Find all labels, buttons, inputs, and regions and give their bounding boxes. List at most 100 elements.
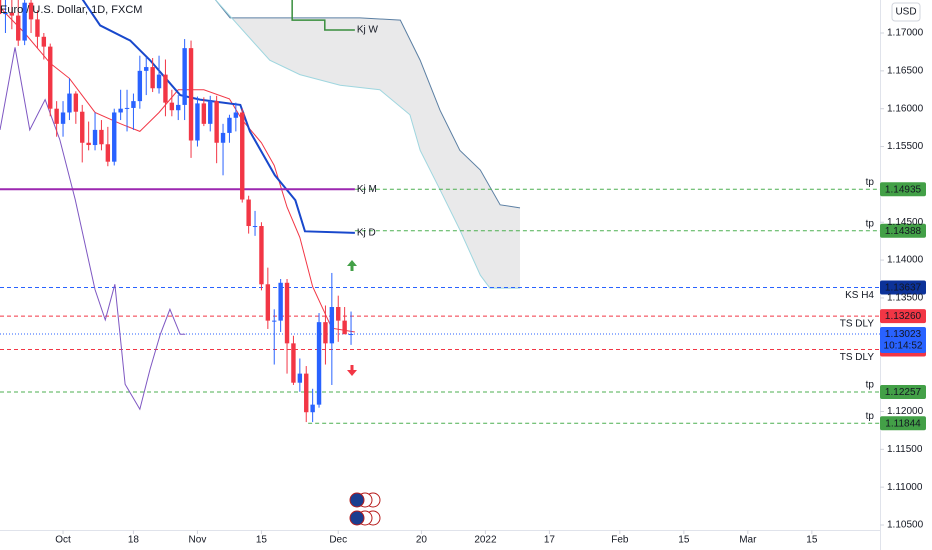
level-tag: tp [866,411,875,422]
x-tick-label: Oct [55,535,71,546]
level-label: 1.12257 [885,387,922,398]
candle-body [323,322,328,344]
level-tag: TS DLY [840,352,875,363]
x-tick-label: 20 [416,535,428,546]
candle-body [188,48,194,141]
candle-body [144,67,149,71]
candle-body [124,107,130,109]
candle-body [16,15,21,41]
cloud-span-a [214,0,521,209]
candle-body [259,226,264,285]
y-tick-label: 1.12000 [887,406,924,417]
candle-body [28,2,34,20]
candle-body [80,111,85,143]
x-tick-label: Nov [189,535,207,546]
last-price-box [880,327,926,354]
candle-body [112,112,117,162]
level-box [880,416,926,431]
indicator-kj-d [81,0,355,234]
y-tick-label: 1.16000 [887,103,924,114]
candle-body [169,102,175,111]
candle-body [316,322,322,405]
candle-body [150,67,155,89]
x-tick-label: 17 [544,535,556,546]
candle-body [284,282,290,344]
y-tick-label: 1.16500 [887,65,924,76]
level-tag: tp [866,177,875,188]
candle-body [310,404,315,413]
candle-body [131,101,136,108]
event-icons[interactable] [349,492,381,526]
candle-body [233,112,239,118]
y-tick-label: 1.15500 [887,141,924,152]
x-tick-label: Dec [329,535,347,546]
y-tick-label: 1.10500 [887,520,924,531]
level-label: 1.11844 [885,418,921,429]
candle-body [156,74,162,89]
level-box [880,182,926,197]
chart-title: Euro / U.S. Dollar, 1D, FXCM [0,4,142,16]
y-tick-label: 1.17000 [887,28,924,39]
level-tag: tp [866,218,875,229]
candle-body [265,284,271,321]
candle-body [41,36,47,47]
line-label: Kj D [357,227,376,238]
y-tick-label: 1.11500 [887,444,923,455]
last-price-label: 1.13023 [885,329,922,340]
candle-body [214,101,219,143]
x-tick-label: 18 [128,535,140,546]
candle-body [278,282,283,321]
y-tick-label: 1.11000 [887,482,923,493]
x-tick-label: Feb [611,535,629,546]
line-label: Kj W [357,25,379,36]
level-tag: KS H4 [845,290,874,301]
candle-body [176,104,181,111]
candle-body [99,129,104,145]
candle-body [182,48,187,105]
candle-body [35,19,40,37]
level-box [880,223,926,238]
candle-body [48,46,53,109]
level-tag: tp [866,380,875,391]
candle-body [208,101,213,124]
candle-body [67,93,72,113]
countdown: 10:14:52 [884,341,923,352]
candle-body [291,343,296,383]
candle-body [118,108,123,113]
plot-area [0,0,880,424]
candle-body [240,112,245,200]
candle-body [92,129,98,146]
level-box [880,385,926,400]
candle-body [22,2,27,41]
currency[interactable]: USD [895,7,916,18]
level-label: 1.13260 [885,311,922,322]
candle-body [73,93,79,112]
candle-body [342,320,347,335]
candle-body [201,103,207,124]
candle-body [220,132,226,143]
y-tick-label: 1.14500 [887,217,924,228]
candle-body [9,12,15,16]
candle-body [3,12,8,15]
candle-body [272,320,277,322]
arrow-up [347,260,357,271]
candle-body [348,334,354,336]
candle-body [137,70,143,102]
cloud [215,0,520,289]
candle-body [246,199,251,227]
level-tag: TS DLY [840,319,875,330]
candle-body [329,307,335,344]
x-tick-label: 15 [678,535,690,546]
x-tick-label: 15 [806,535,818,546]
candle-body [163,74,168,103]
candle-body [54,108,59,124]
candle-body [297,373,303,383]
currency-button[interactable] [891,2,921,22]
level-label: 1.13637 [885,283,922,294]
candle-body [336,307,341,321]
candle-body [86,142,91,146]
arrow-down [347,365,357,376]
indicator-line [0,47,186,411]
candle-body [195,103,200,141]
